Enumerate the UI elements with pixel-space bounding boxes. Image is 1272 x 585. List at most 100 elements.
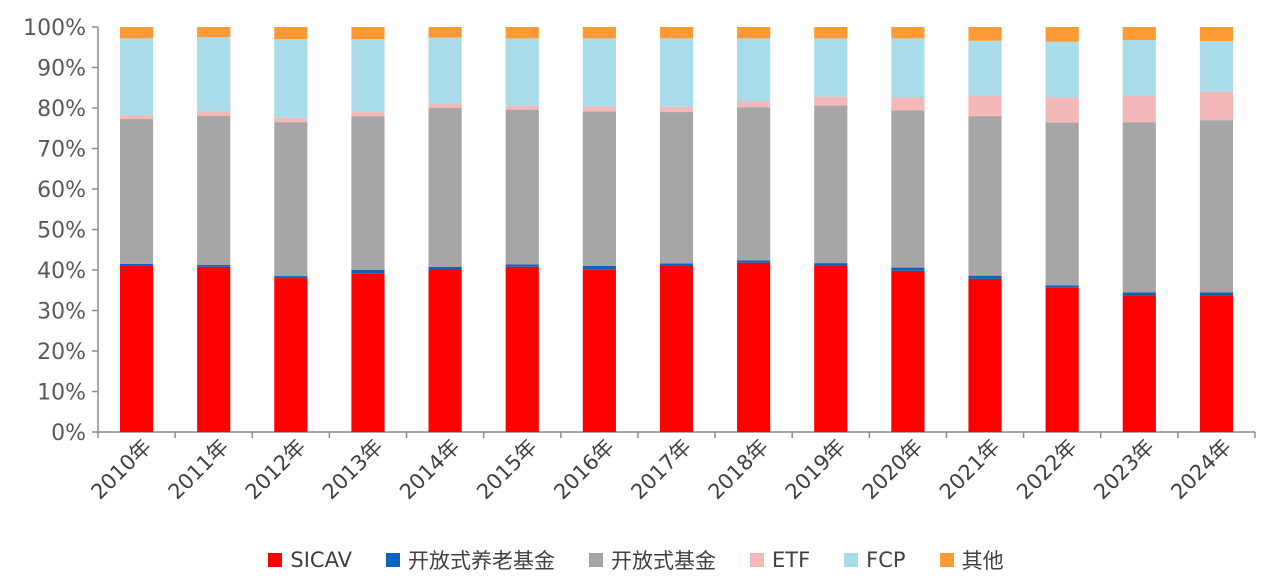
bar-segment-1 [659, 263, 694, 266]
legend-swatch [749, 553, 764, 567]
bar-segment-0 [737, 262, 771, 432]
bar-segment-5 [1199, 27, 1234, 42]
legend-swatch [268, 553, 283, 567]
bar-segment-4 [428, 37, 462, 104]
bar-segment-0 [274, 278, 308, 432]
x-tick-label: 2015年 [472, 435, 542, 505]
y-tick-label: 50% [37, 219, 86, 244]
bar-segment-3 [737, 101, 771, 108]
bar-segment-4 [814, 38, 848, 97]
x-tick-label: 2017年 [626, 435, 696, 505]
bar-segment-2 [968, 116, 1002, 276]
bar-segment-1 [582, 265, 616, 270]
y-tick-label: 0% [51, 421, 86, 446]
x-tick-label: 2012年 [241, 435, 311, 505]
bar-segment-0 [428, 270, 462, 432]
legend: SICAV 开放式养老基金 开放式基金 ETF FCP 其他 [0, 540, 1272, 580]
bar-segment-1 [737, 260, 771, 263]
bar-segment-5 [505, 27, 539, 39]
bar-segment-1 [274, 276, 308, 279]
bar-segment-1 [505, 264, 539, 267]
y-axis: 0% 10% 20% 30% 40% 50% 60% 70% 80% 90% 100% [23, 16, 99, 446]
legend-item: 其他 [939, 545, 1004, 575]
bar-segment-1 [351, 270, 385, 274]
bar-segment-4 [1199, 41, 1234, 92]
bar-segment-1 [891, 267, 925, 271]
bar-segment-3 [119, 115, 154, 119]
x-tick-label: 2018年 [704, 435, 774, 505]
x-tick-label: 2020年 [858, 435, 928, 505]
y-tick-label: 40% [37, 259, 86, 284]
bar-segment-5 [1045, 27, 1079, 42]
legend-swatch [844, 553, 859, 567]
bar-segment-5 [659, 27, 694, 39]
x-tick-label: 2016年 [549, 435, 619, 505]
bar-segment-5 [968, 27, 1002, 41]
y-tick-label: 60% [37, 178, 86, 203]
bar-segment-0 [1045, 287, 1079, 432]
y-tick-label: 100% [23, 16, 86, 41]
x-tick-label: 2019年 [781, 435, 851, 505]
bar-segment-5 [814, 27, 848, 39]
legend-label: ETF [771, 548, 811, 572]
legend-label: FCP [866, 548, 906, 572]
bar-segment-1 [1199, 292, 1234, 296]
bar-segment-5 [274, 27, 308, 40]
x-tick-label: 2023年 [1089, 435, 1159, 505]
bar-segment-4 [1045, 41, 1079, 98]
bar-segment-1 [119, 263, 154, 266]
bar-segment-5 [197, 27, 231, 38]
legend-swatch [588, 553, 603, 567]
bar-segment-0 [659, 265, 694, 432]
bar-segment-2 [1122, 122, 1156, 293]
bar-segment-5 [891, 27, 925, 39]
legend-label: SICAV [290, 548, 352, 572]
x-tick-label: 2022年 [1012, 435, 1082, 505]
legend-item: SICAV [268, 548, 352, 572]
bar-segment-0 [1199, 295, 1234, 432]
x-tick-label: 2021年 [935, 435, 1005, 505]
bar-segment-4 [968, 40, 1002, 96]
legend-label: 开放式养老基金 [407, 549, 555, 573]
bar-segment-5 [428, 27, 462, 38]
y-tick-label: 80% [37, 97, 86, 122]
bar-segment-1 [197, 264, 231, 267]
bar-segment-2 [274, 122, 308, 277]
legend-label: 其他 [961, 549, 1004, 573]
stacked-bar-chart: 0%10%20%30%40%50%60%70%80%90%100% 2010年 2… [23, 16, 1256, 505]
bar-segment-0 [197, 266, 231, 432]
bar-segment-2 [505, 109, 539, 265]
bar-segment-4 [351, 39, 385, 113]
bar-segment-3 [582, 106, 616, 112]
legend-item: 开放式基金 [588, 545, 716, 575]
bar-segment-3 [274, 117, 308, 123]
bar-segment-5 [119, 27, 154, 39]
bar-segment-0 [1122, 295, 1156, 432]
bar-segment-2 [197, 115, 231, 265]
bar-segment-2 [1045, 122, 1079, 286]
x-tick-label: 2011年 [164, 435, 234, 505]
bar-segment-2 [891, 110, 925, 268]
bar-segment-0 [968, 278, 1002, 432]
bar-segment-4 [659, 38, 694, 107]
bar-segment-1 [814, 263, 848, 266]
legend-item: 开放式养老基金 [385, 545, 555, 575]
bar-segment-3 [1045, 97, 1079, 123]
legend-item: FCP [844, 548, 906, 572]
y-tick-label: 20% [37, 340, 86, 365]
x-tick-label: 2024年 [1166, 435, 1236, 505]
bar-segment-1 [968, 275, 1002, 279]
bar-segment-4 [197, 37, 231, 112]
x-tick-label: 2014年 [395, 435, 465, 505]
bar-segment-3 [659, 106, 694, 113]
y-tick-label: 10% [37, 381, 86, 406]
bar-segment-3 [197, 111, 231, 116]
bar-segment-4 [582, 38, 616, 107]
bar-segment-0 [891, 270, 925, 432]
x-tick-label: 2010年 [86, 435, 156, 505]
bar-segment-3 [968, 95, 1002, 117]
legend-item: ETF [749, 548, 811, 572]
bar-segment-3 [351, 112, 385, 117]
bars [119, 27, 1234, 432]
x-tick-label: 2013年 [318, 435, 388, 505]
